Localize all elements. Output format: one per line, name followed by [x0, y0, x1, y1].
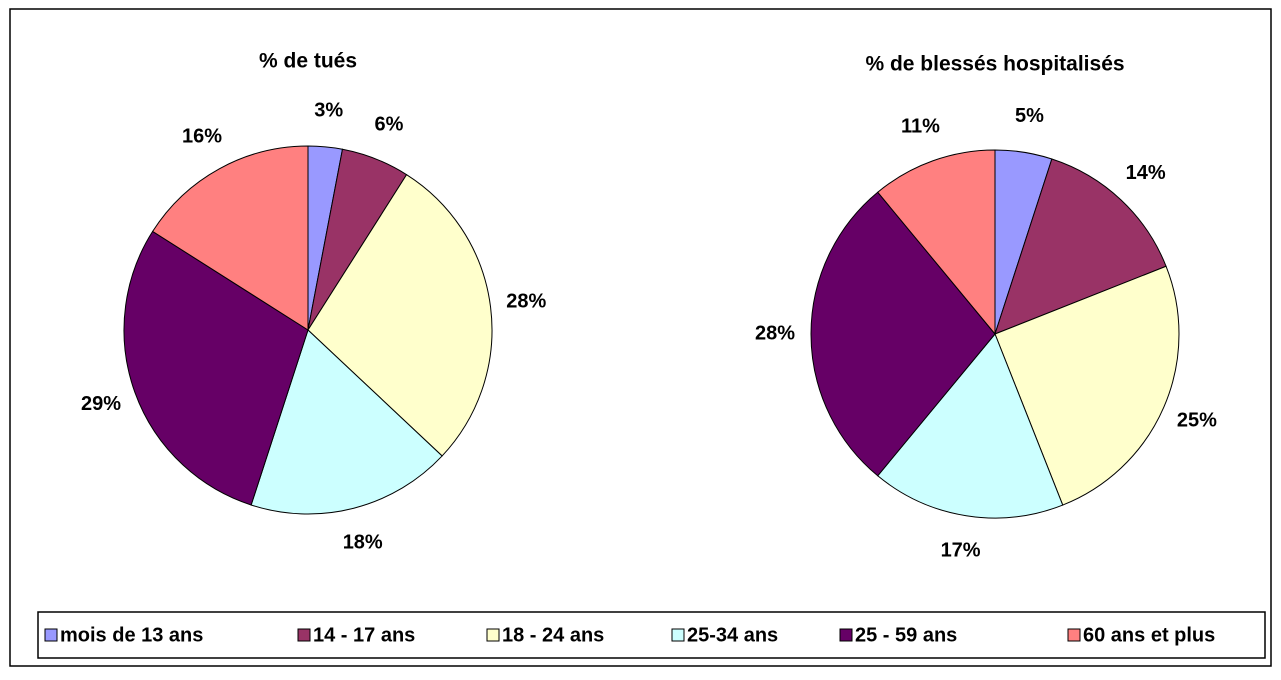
chart-title: % de tués	[259, 50, 357, 73]
data-label: 28%	[506, 291, 546, 313]
legend-label: 18 - 24 ans	[502, 624, 604, 646]
legend-label: 25 - 59 ans	[855, 624, 957, 646]
legend-swatch	[297, 628, 311, 642]
legend-label: 14 - 17 ans	[313, 624, 415, 646]
pie-slice	[151, 145, 309, 331]
pie-slice	[877, 149, 996, 336]
legend-swatch	[44, 628, 58, 642]
data-label: 16%	[182, 125, 222, 147]
pie-slice	[994, 265, 1180, 506]
pie-slice	[250, 329, 443, 515]
data-label: 17%	[941, 540, 981, 562]
legend-swatch	[839, 628, 853, 642]
data-label: 28%	[755, 322, 795, 344]
data-label: 14%	[1126, 162, 1166, 184]
data-label: 6%	[375, 114, 404, 136]
data-label: 25%	[1177, 410, 1217, 432]
pie-slice	[877, 333, 1064, 519]
pie-slice	[307, 173, 493, 457]
legend-label: 60 ans et plus	[1083, 624, 1215, 646]
pie-slice	[810, 191, 996, 477]
legend-box	[37, 611, 1266, 659]
data-label: 3%	[314, 99, 343, 121]
pie-slice	[123, 230, 309, 506]
data-label: 5%	[1015, 105, 1044, 127]
legend-label: mois de 13 ans	[60, 624, 203, 646]
legend-swatch	[486, 628, 500, 642]
data-label: 18%	[343, 531, 383, 553]
legend-label: 25-34 ans	[687, 624, 778, 646]
legend-swatch	[671, 628, 685, 642]
pie-slice	[994, 158, 1167, 335]
legend-swatch	[1067, 628, 1081, 642]
data-label: 29%	[81, 393, 121, 415]
chart-title: % de blessés hospitalisés	[865, 53, 1124, 76]
data-label: 11%	[901, 115, 940, 137]
